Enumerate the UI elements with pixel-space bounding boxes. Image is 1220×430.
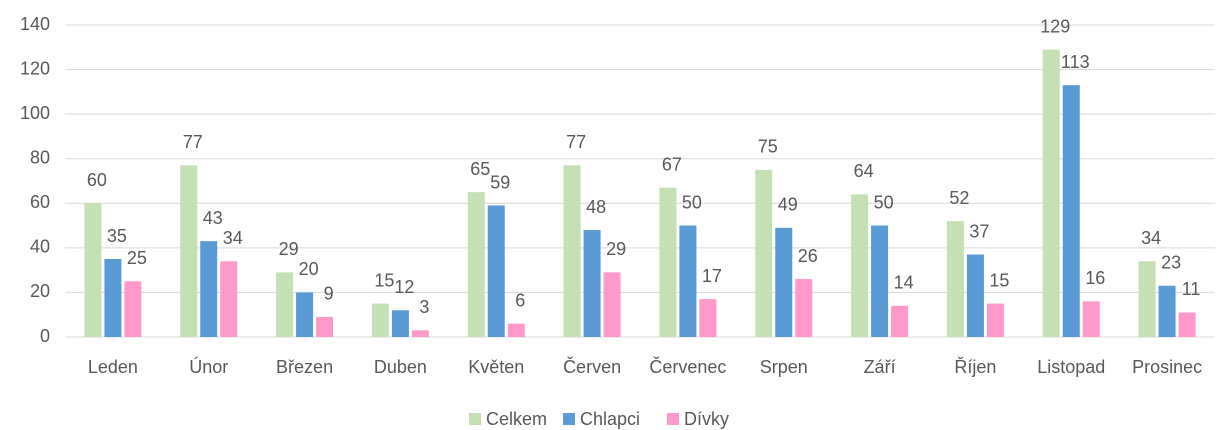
- bar: [411, 330, 429, 337]
- legend-swatch: [469, 413, 481, 425]
- data-label: 29: [279, 239, 299, 259]
- data-label: 75: [758, 137, 778, 157]
- bar: [966, 254, 984, 337]
- bar: [200, 241, 218, 337]
- x-tick-label: Září: [864, 357, 896, 377]
- data-label: 29: [606, 239, 626, 259]
- bar: [467, 192, 485, 337]
- data-label: 3: [419, 297, 429, 317]
- bar: [316, 316, 334, 337]
- legend-swatch: [563, 413, 575, 425]
- data-label: 12: [394, 277, 414, 297]
- x-tick-label: Leden: [88, 357, 138, 377]
- data-label: 25: [127, 248, 147, 268]
- data-label: 65: [470, 159, 490, 179]
- data-label: 50: [874, 192, 894, 212]
- bar: [679, 225, 697, 337]
- data-label: 15: [374, 270, 394, 290]
- x-tick-label: Duben: [374, 357, 427, 377]
- bar: [391, 310, 409, 337]
- data-label: 52: [949, 188, 969, 208]
- bar: [851, 194, 869, 337]
- data-label: 67: [662, 154, 682, 174]
- y-tick-label: 60: [30, 192, 50, 212]
- bar: [871, 225, 889, 337]
- y-tick-label: 120: [20, 58, 50, 78]
- data-label: 48: [586, 197, 606, 217]
- data-label: 6: [515, 290, 525, 310]
- data-label: 77: [183, 132, 203, 152]
- legend-label: Dívky: [684, 409, 729, 429]
- y-tick-label: 80: [30, 147, 50, 167]
- bar: [104, 259, 122, 337]
- bar: [220, 261, 238, 337]
- bar: [276, 272, 294, 337]
- bar: [1158, 285, 1176, 337]
- data-label: 35: [107, 226, 127, 246]
- data-label: 15: [989, 270, 1009, 290]
- bar: [1042, 49, 1060, 338]
- data-label: 34: [223, 228, 243, 248]
- data-label: 37: [969, 221, 989, 241]
- legend-label: Chlapci: [580, 409, 640, 429]
- data-label: 113: [1061, 52, 1090, 72]
- data-label: 50: [682, 192, 702, 212]
- bar: [775, 227, 793, 337]
- y-tick-label: 40: [30, 237, 50, 257]
- x-tick-label: Červen: [563, 356, 621, 377]
- x-tick-label: Srpen: [760, 357, 808, 377]
- y-tick-label: 0: [40, 326, 50, 346]
- legend-label: Celkem: [486, 409, 547, 429]
- bar: [659, 187, 677, 337]
- x-tick-label: Listopad: [1037, 357, 1105, 377]
- bar: [180, 165, 198, 337]
- y-tick-label: 20: [30, 281, 50, 301]
- bar: [371, 303, 389, 337]
- data-label: 34: [1141, 228, 1161, 248]
- data-label: 77: [566, 132, 586, 152]
- y-tick-label: 100: [20, 103, 50, 123]
- bar: [84, 203, 102, 337]
- bar: [1082, 301, 1100, 337]
- data-label: 49: [778, 195, 798, 215]
- bar: [603, 272, 621, 337]
- x-tick-label: Říjen: [954, 357, 996, 377]
- bar: [1062, 85, 1080, 338]
- x-tick-label: Prosinec: [1132, 357, 1202, 377]
- legend-swatch: [667, 413, 679, 425]
- bar: [124, 281, 142, 337]
- bar: [699, 299, 717, 337]
- data-label: 43: [203, 208, 223, 228]
- data-label: 64: [854, 161, 874, 181]
- data-label: 23: [1161, 252, 1181, 272]
- bar: [1138, 261, 1156, 337]
- x-tick-label: Březen: [276, 357, 333, 377]
- data-label: 20: [299, 259, 319, 279]
- y-tick-label: 140: [20, 14, 50, 34]
- data-label: 60: [87, 170, 107, 190]
- data-label: 14: [894, 273, 914, 293]
- bar: [563, 165, 581, 337]
- bar: [946, 221, 964, 337]
- data-label: 17: [702, 266, 722, 286]
- bar: [583, 230, 601, 337]
- bar: [986, 303, 1004, 337]
- data-label: 11: [1182, 279, 1201, 299]
- data-label: 26: [798, 246, 818, 266]
- x-tick-label: Květen: [468, 357, 524, 377]
- bar: [487, 205, 505, 337]
- data-label: 16: [1085, 268, 1105, 288]
- data-label: 129: [1040, 16, 1070, 36]
- bar: [296, 292, 314, 337]
- x-tick-label: Únor: [189, 356, 228, 377]
- x-tick-label: Červenec: [649, 356, 726, 377]
- data-label: 9: [324, 284, 334, 304]
- bar: [1178, 312, 1196, 337]
- bar: [507, 323, 525, 337]
- bar: [755, 169, 773, 337]
- bar: [795, 279, 813, 337]
- data-label: 59: [490, 172, 510, 192]
- bar: [891, 305, 909, 337]
